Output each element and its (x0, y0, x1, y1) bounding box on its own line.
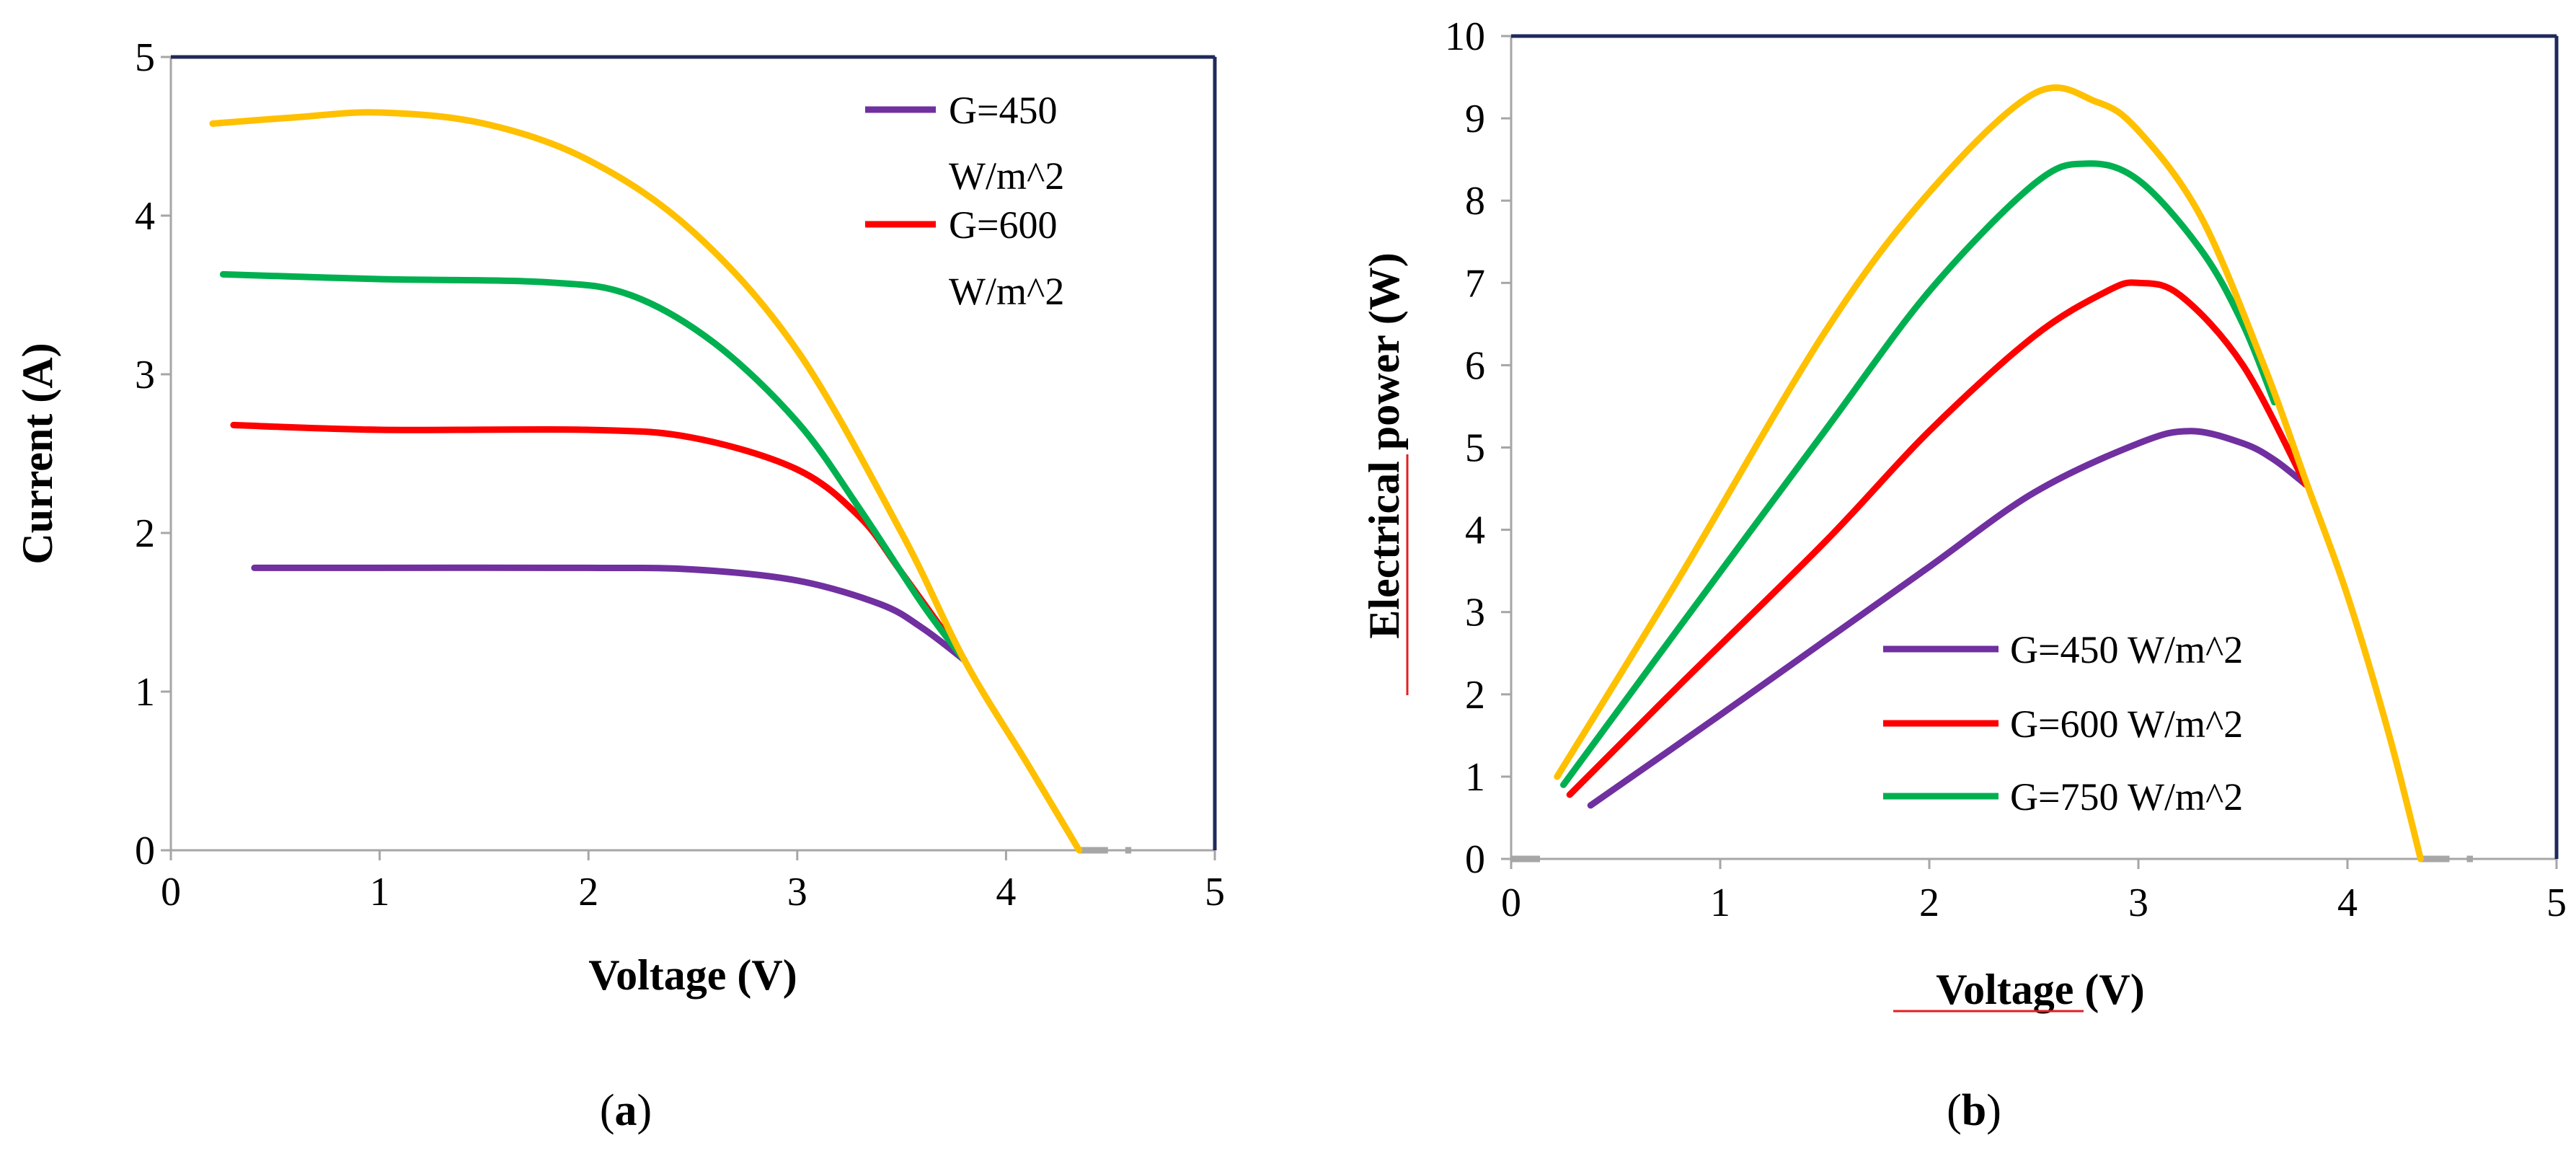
chart-b-xtick-label-0: 0 (1501, 881, 1521, 925)
chart-b-legend-label-600: G=600 W/m^2 (2010, 702, 2243, 746)
chart-b-series-line-900 (1554, 84, 2424, 863)
chart-b-series-line-600 (1566, 279, 2309, 798)
chart-a-legend-label-600-l2: W/m^2 (949, 270, 1064, 313)
chart-b-xlabel: Voltage (V) (1936, 966, 2144, 1013)
chart-a-ytick-label-3: 3 (135, 353, 155, 397)
chart-a-xtick-label-3: 3 (787, 870, 807, 914)
chart-a-caption: (a) (600, 1086, 652, 1135)
chart-b-ylabel: Electrical power (W) (1360, 252, 1408, 638)
chart-b-xtick-label-5: 5 (2546, 881, 2567, 925)
chart-b-x-ticks: 0 1 2 3 4 5 (1501, 859, 2567, 925)
chart-b-caption-letter: b (1962, 1086, 1986, 1135)
chart-b-ytick-label-9: 9 (1465, 97, 1485, 141)
chart-b-ytick-label-3: 3 (1465, 591, 1485, 635)
chart-a-series-line-900 (209, 109, 1083, 854)
chart-b-xtick-label-1: 1 (1710, 881, 1730, 925)
chart-b-ytick-label-7: 7 (1465, 261, 1485, 306)
chart-a-ytick-label-1: 1 (135, 670, 155, 715)
chart-b-xtick-label-2: 2 (1919, 881, 1939, 925)
chart-b-xtick-label-3: 3 (2128, 881, 2148, 925)
chart-a-caption-close: ) (637, 1086, 652, 1135)
chart-a-ytick-label-0: 0 (135, 829, 155, 873)
chart-a-series-line-750 (219, 270, 968, 663)
chart-b-legend: G=450 W/m^2 G=600 W/m^2 G=750 W/m^2 (1883, 628, 2243, 819)
chart-a-caption-open: ( (600, 1086, 615, 1135)
chart-a: 0 1 2 3 4 5 0 1 2 3 4 5 Voltage (V) Current (A) G=… (14, 35, 1225, 1135)
chart-b-legend-label-450: G=450 W/m^2 (2010, 628, 2243, 671)
chart-a-xlabel: Voltage (V) (588, 951, 797, 999)
chart-a-xtick-label-4: 4 (996, 870, 1016, 914)
chart-a-y-ticks: 0 1 2 3 4 5 (135, 35, 171, 873)
chart-a-legend-label-450-l2: W/m^2 (949, 154, 1064, 198)
chart-b-ytick-label-4: 4 (1465, 508, 1485, 553)
chart-a-series-line-450 (251, 564, 968, 663)
chart-a-caption-letter: a (615, 1086, 637, 1135)
chart-a-xtick-label-2: 2 (578, 870, 598, 914)
chart-b-series-line-450 (1587, 428, 2309, 809)
chart-a-legend: G=450 W/m^2 G=600 W/m^2 (865, 89, 1064, 313)
chart-b: 0 1 2 3 4 5 6 7 8 9 10 0 1 2 3 4 5 Voltage (V) Electric… (1360, 14, 2567, 1135)
chart-a-xtick-label-0: 0 (161, 870, 181, 914)
chart-b-ytick-label-0: 0 (1465, 837, 1485, 882)
chart-b-caption: (b) (1947, 1086, 2001, 1135)
chart-a-ytick-label-2: 2 (135, 511, 155, 556)
chart-b-ytick-label-2: 2 (1465, 673, 1485, 718)
chart-a-legend-label-600-l1: G=600 (949, 203, 1057, 247)
chart-a-legend-label-450-l1: G=450 (949, 89, 1057, 132)
chart-b-ytick-label-6: 6 (1465, 343, 1485, 388)
chart-b-caption-open: ( (1947, 1086, 1962, 1135)
chart-a-series (209, 109, 1132, 854)
chart-a-series-line-600 (230, 421, 968, 663)
chart-b-caption-close: ) (1986, 1086, 2001, 1135)
chart-a-x-ticks: 0 1 2 3 4 5 (161, 850, 1225, 914)
chart-a-ytick-label-5: 5 (135, 35, 155, 80)
chart-b-legend-label-750: G=750 W/m^2 (2010, 775, 2243, 819)
chart-b-ytick-label-10: 10 (1445, 14, 1485, 59)
chart-b-y-ticks: 0 1 2 3 4 5 6 7 8 9 10 (1445, 14, 1511, 882)
chart-a-ylabel: Current (A) (14, 343, 61, 564)
chart-b-ytick-label-5: 5 (1465, 426, 1485, 471)
chart-a-ytick-label-4: 4 (135, 194, 155, 239)
chart-b-ytick-label-8: 8 (1465, 179, 1485, 224)
chart-b-xtick-label-4: 4 (2337, 881, 2358, 925)
chart-a-xtick-label-1: 1 (370, 870, 390, 914)
chart-b-series (1511, 84, 2473, 863)
chart-b-series-line-750 (1560, 160, 2278, 788)
chart-a-xtick-label-5: 5 (1205, 870, 1225, 914)
chart-b-ytick-label-1: 1 (1465, 755, 1485, 800)
